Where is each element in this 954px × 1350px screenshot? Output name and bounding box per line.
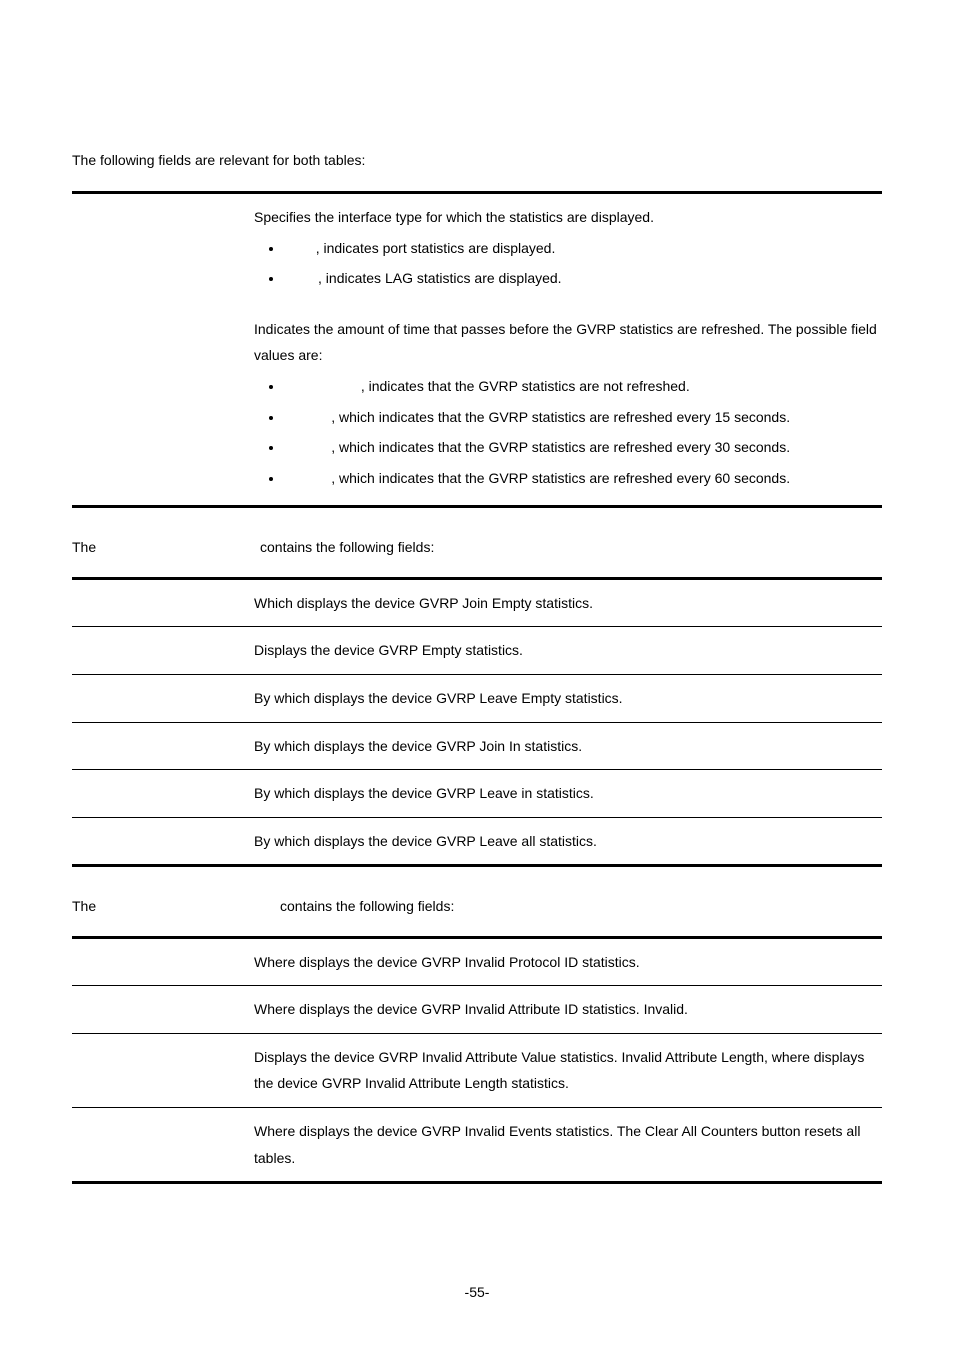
fields-table-3: Where displays the device GVRP Invalid P… (72, 936, 882, 1185)
bullet-item: No Refresh, indicates that the GVRP stat… (284, 373, 878, 400)
table1-row-bullets: Port, indicates port statistics are disp… (284, 235, 878, 292)
table2-row-label (72, 770, 250, 818)
section3-lead: The contains the following fields: (72, 895, 882, 917)
table2-row-label (72, 674, 250, 722)
table1-row-label (72, 306, 250, 507)
table1-row-lead: Specifies the interface type for which t… (254, 204, 878, 231)
section2-rest: contains the following fields: (260, 536, 434, 558)
table1-row-label (72, 193, 250, 306)
bullet-item: 15 sec, which indicates that the GVRP st… (284, 404, 878, 431)
section3-the: The (72, 895, 96, 917)
bullet-item: Port, indicates port statistics are disp… (284, 235, 878, 262)
intro-text: The following fields are relevant for bo… (72, 150, 882, 171)
section2-the: The (72, 536, 96, 558)
table2-row-label (72, 627, 250, 675)
table2-row-desc: By which displays the device GVRP Leave … (250, 817, 882, 866)
table2-row-desc: Displays the device GVRP Empty statistic… (250, 627, 882, 675)
bullet-item: 30 sec, which indicates that the GVRP st… (284, 434, 878, 461)
table3-row-desc: Where displays the device GVRP Invalid E… (250, 1108, 882, 1183)
table1-row-desc: Indicates the amount of time that passes… (250, 306, 882, 507)
section3-rest: contains the following fields: (280, 895, 454, 917)
table2-row-label (72, 722, 250, 770)
fields-table-2: Which displays the device GVRP Join Empt… (72, 577, 882, 868)
table2-row-desc: By which displays the device GVRP Leave … (250, 674, 882, 722)
table3-row-label (72, 1108, 250, 1183)
fields-table-1: Specifies the interface type for which t… (72, 191, 882, 508)
table1-row-bullets: No Refresh, indicates that the GVRP stat… (284, 373, 878, 491)
table2-row-label (72, 817, 250, 866)
table3-row-desc: Where displays the device GVRP Invalid P… (250, 937, 882, 986)
table2-row-desc: By which displays the device GVRP Join I… (250, 722, 882, 770)
table2-row-desc: Which displays the device GVRP Join Empt… (250, 578, 882, 627)
section2-lead: The contains the following fields: (72, 536, 882, 558)
table3-row-label (72, 986, 250, 1034)
table3-row-label (72, 1033, 250, 1107)
page-number: -55- (0, 1284, 954, 1300)
table2-row-label (72, 578, 250, 627)
table2-row-desc: By which displays the device GVRP Leave … (250, 770, 882, 818)
bullet-item: LAG, indicates LAG statistics are displa… (284, 265, 878, 292)
table1-row-lead: Indicates the amount of time that passes… (254, 316, 878, 369)
bullet-item: 60 sec, which indicates that the GVRP st… (284, 465, 878, 492)
table1-row-desc: Specifies the interface type for which t… (250, 193, 882, 306)
table3-row-desc: Where displays the device GVRP Invalid A… (250, 986, 882, 1034)
table3-row-desc: Displays the device GVRP Invalid Attribu… (250, 1033, 882, 1107)
table3-row-label (72, 937, 250, 986)
